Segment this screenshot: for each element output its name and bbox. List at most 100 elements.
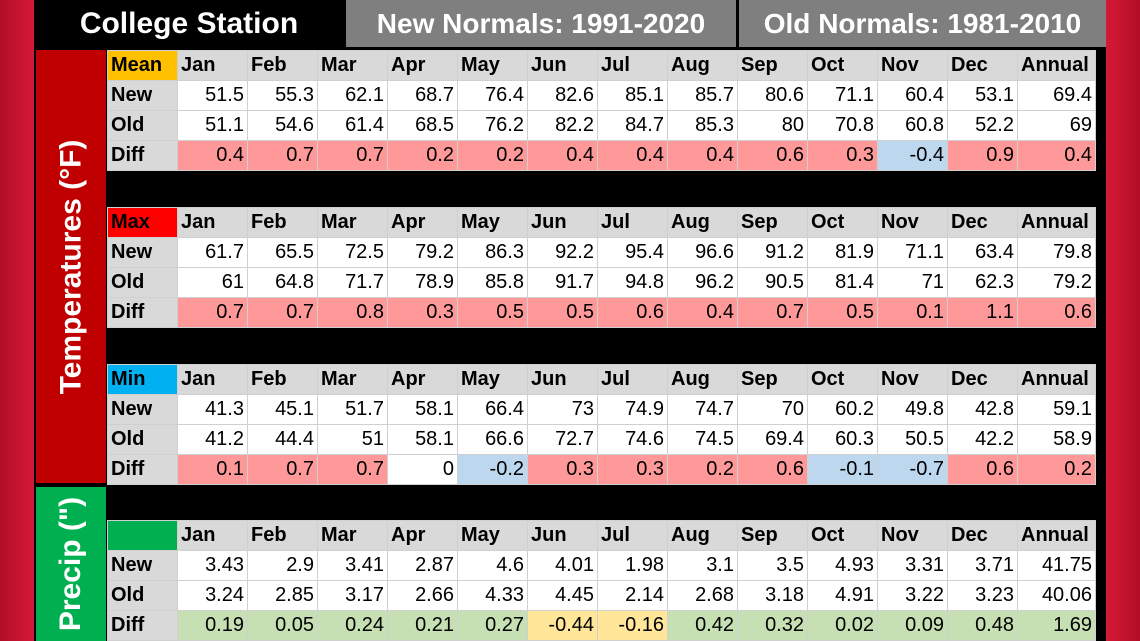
- table-cell: 0.4: [597, 140, 668, 171]
- table-cell: 41.3: [177, 394, 248, 425]
- month-header: Nov: [877, 520, 948, 551]
- month-header: May: [457, 50, 528, 81]
- table-cell: 61.4: [317, 110, 388, 141]
- table-cell: 71.1: [807, 80, 878, 111]
- table-cell: 70.8: [807, 110, 878, 141]
- table-cell: -0.7: [877, 454, 948, 485]
- row-label-old: Old: [107, 110, 178, 141]
- table-cell: 42.8: [947, 394, 1018, 425]
- table-cell: 0.2: [1017, 454, 1096, 485]
- table-cell: 0.6: [737, 140, 808, 171]
- table-cell: -0.1: [807, 454, 878, 485]
- table-cell: 78.9: [387, 267, 458, 298]
- table-cell: 80: [737, 110, 808, 141]
- table-cell: 0.3: [807, 140, 878, 171]
- table-cell: 95.4: [597, 237, 668, 268]
- precip-label-text: Precip ("): [54, 496, 88, 632]
- month-header: May: [457, 207, 528, 238]
- table-cell: 2.66: [387, 580, 458, 611]
- month-header: Jun: [527, 50, 598, 81]
- month-header: Annual: [1017, 364, 1096, 395]
- month-header: May: [457, 364, 528, 395]
- station-title: College Station: [34, 0, 344, 47]
- table-cell: 2.9: [247, 550, 318, 581]
- month-header: Jun: [527, 364, 598, 395]
- table-cell: 61.7: [177, 237, 248, 268]
- month-header: Oct: [807, 364, 878, 395]
- table-cell: 79.2: [387, 237, 458, 268]
- table-cell: 76.2: [457, 110, 528, 141]
- table-cell: 40.06: [1017, 580, 1096, 611]
- row-label-new: New: [107, 394, 178, 425]
- table-cell: 66.6: [457, 424, 528, 455]
- table-cell: 91.7: [527, 267, 598, 298]
- mean-table: Mean Jan Feb Mar Apr May Jun Jul Aug Sep Oct Nov Dec…: [107, 50, 1096, 171]
- month-header: Oct: [807, 520, 878, 551]
- table-row: Diff 0.19 0.05 0.24 0.21 0.27 -0.44 -0.16 0.42 0.…: [107, 610, 1096, 641]
- table-cell: 0.7: [317, 140, 388, 171]
- month-header: Sep: [737, 50, 808, 81]
- table-cell: 0.3: [597, 454, 668, 485]
- table-header-row: Mean Jan Feb Mar Apr May Jun Jul Aug Sep Oct Nov Dec…: [107, 50, 1096, 81]
- table-row: New 51.5 55.3 62.1 68.7 76.4 82.6 85.1 85.7 80.6 7…: [107, 80, 1096, 111]
- table-cell: 4.33: [457, 580, 528, 611]
- month-header: Oct: [807, 50, 878, 81]
- table-cell: 85.3: [667, 110, 738, 141]
- table-cell: 0.2: [457, 140, 528, 171]
- table-cell: 51: [317, 424, 388, 455]
- table-cell: 0.4: [1017, 140, 1096, 171]
- table-cell: 66.4: [457, 394, 528, 425]
- table-cell: 0.7: [317, 454, 388, 485]
- max-table: Max Jan Feb Mar Apr May Jun Jul Aug Sep Oct Nov Dec A…: [107, 207, 1096, 328]
- table-cell: 3.24: [177, 580, 248, 611]
- table-cell: 96.2: [667, 267, 738, 298]
- table-cell: -0.2: [457, 454, 528, 485]
- table-cell: 74.5: [667, 424, 738, 455]
- table-row: Old 3.24 2.85 3.17 2.66 4.33 4.45 2.14 2.68 3.18 4…: [107, 580, 1096, 611]
- table-cell: 90.5: [737, 267, 808, 298]
- month-header: Apr: [387, 520, 458, 551]
- table-cell: 0.6: [1017, 297, 1096, 328]
- table-cell: 42.2: [947, 424, 1018, 455]
- month-header: Apr: [387, 50, 458, 81]
- table-cell: 2.14: [597, 580, 668, 611]
- table-cell: 91.2: [737, 237, 808, 268]
- month-header: Jul: [597, 50, 668, 81]
- table-cell: 69.4: [1017, 80, 1096, 111]
- month-header: Feb: [247, 50, 318, 81]
- month-header: Annual: [1017, 207, 1096, 238]
- table-cell: 60.2: [807, 394, 878, 425]
- table-cell: 0.1: [877, 297, 948, 328]
- table-cell: 0.42: [667, 610, 738, 641]
- table-cell: 0.5: [807, 297, 878, 328]
- table-cell: 0: [387, 454, 458, 485]
- month-header: Annual: [1017, 50, 1096, 81]
- table-cell: 85.7: [667, 80, 738, 111]
- table-cell: 58.1: [387, 424, 458, 455]
- table-cell: 4.6: [457, 550, 528, 581]
- month-header: Jun: [527, 207, 598, 238]
- table-cell: 64.8: [247, 267, 318, 298]
- table-cell: 74.6: [597, 424, 668, 455]
- table-cell: 63.4: [947, 237, 1018, 268]
- table-header-row: Min Jan Feb Mar Apr May Jun Jul Aug Sep Oct Nov Dec A…: [107, 364, 1096, 395]
- month-header: Aug: [667, 50, 738, 81]
- table-cell: 1.69: [1017, 610, 1096, 641]
- table-cell: 0.19: [177, 610, 248, 641]
- month-header: Annual: [1017, 520, 1096, 551]
- table-cell: 82.6: [527, 80, 598, 111]
- table-row: Diff 0.1 0.7 0.7 0 -0.2 0.3 0.3 0.2 0.6 -0.1 -0.7 0.…: [107, 454, 1096, 485]
- table-cell: 82.2: [527, 110, 598, 141]
- month-header: Dec: [947, 364, 1018, 395]
- table-cell: 41.75: [1017, 550, 1096, 581]
- table-cell: -0.44: [527, 610, 598, 641]
- temperatures-label-text: Temperatures (°F): [54, 139, 88, 394]
- precip-key-label: [107, 520, 178, 551]
- month-header: Feb: [247, 364, 318, 395]
- table-cell: 85.1: [597, 80, 668, 111]
- table-cell: 50.5: [877, 424, 948, 455]
- table-cell: 53.1: [947, 80, 1018, 111]
- table-cell: 0.3: [527, 454, 598, 485]
- table-cell: 0.7: [247, 297, 318, 328]
- month-header: Mar: [317, 50, 388, 81]
